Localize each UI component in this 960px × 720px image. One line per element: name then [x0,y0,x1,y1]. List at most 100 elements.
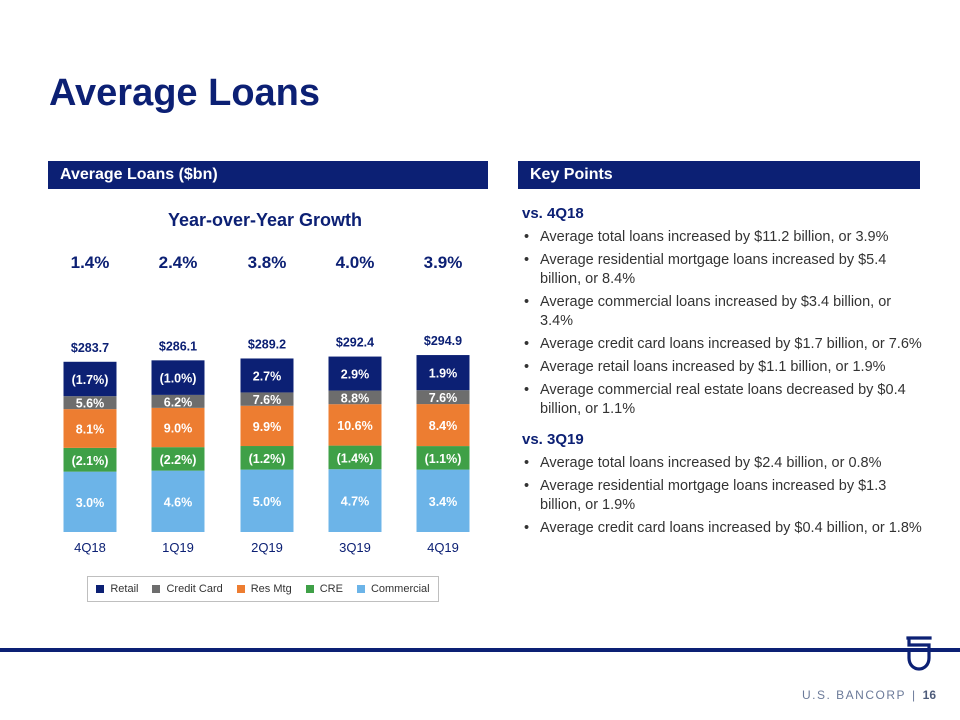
key-point-item: • Average commercial real estate loans de… [522,381,922,419]
legend-label: Credit Card [166,583,223,595]
key-points-section: vs. 3Q19 • Average total loans increased b… [522,431,922,538]
key-points: vs. 4Q18 • Average total loans increased b… [522,205,922,550]
key-point-item: • Average commercial loans increased by $… [522,293,922,331]
bar-segment-credit-card [63,396,117,410]
legend-label: Retail [110,583,139,595]
segment-label: 9.9% [253,420,282,434]
segment-label: 10.6% [337,419,372,433]
key-point-item: • Average residential mortgage loans incr… [522,477,922,515]
key-point-text: Average retail loans increased by $1.1 b… [540,359,886,375]
bar-segment-credit-card [240,392,294,406]
bar-segment-commercial [240,469,294,532]
bullet-icon: • [524,252,530,268]
footer: U.S. BANCORP | 16 [802,688,936,702]
bar-segment-commercial [151,470,205,532]
legend-item: Credit Card [152,583,223,595]
segment-label: 4.7% [341,495,370,509]
key-point-text: Average total loans increased by $2.4 bi… [540,455,882,471]
bullet-icon: • [524,229,530,245]
bar-segment-cre [416,446,470,470]
bar-segment-retail [63,361,117,397]
average-loans-chart: Year-over-Year Growth 1.4% 3.0% (2.1%) 8.1% 5… [63,210,470,555]
key-point-item: • Average credit card loans increased by … [522,335,922,354]
bullet-icon: • [524,520,530,536]
key-point-text: Average residential mortgage loans incre… [540,252,887,287]
bullet-icon: • [524,382,530,398]
segment-label: (2.2%) [160,453,197,467]
legend-swatch [356,585,365,593]
legend-item: Retail [96,583,138,595]
segment-label: 7.6% [253,393,282,407]
key-point-text: Average credit card loans increased by $… [540,336,922,352]
page-title: Average Loans [49,72,321,114]
segment-label: (1.0%) [160,372,197,386]
bar-segment-res-mtg [240,405,294,447]
bar-segment-retail [240,358,294,393]
legend-item: Commercial [356,583,430,595]
footer-company: U.S. BANCORP [802,688,907,702]
key-point-text: Average total loans increased by $11.2 b… [540,229,889,245]
key-point-text: Average commercial loans increased by $3… [540,294,892,329]
legend-swatch [236,585,245,593]
bar-segment-commercial [328,469,382,532]
chart-legend: Retail Credit Card Res Mtg CRE Commercial [87,576,439,602]
key-points-header: Key Points [518,161,920,189]
legend-label: Res Mtg [250,583,292,595]
segment-label: 4.6% [164,495,193,509]
segment-label: 8.4% [429,419,458,433]
segment-label: 3.4% [429,495,458,509]
bar-segment-retail [416,355,470,391]
legend-label: CRE [319,583,343,595]
bar-segment-cre [63,447,117,472]
category-label: 1Q19 [162,540,194,555]
key-points-list: • Average total loans increased by $2.4 b… [522,454,922,538]
segment-label: 8.8% [341,391,370,405]
legend-item: CRE [305,583,343,595]
segment-label: 7.6% [429,391,458,405]
key-points-section: vs. 4Q18 • Average total loans increased b… [522,205,922,419]
legend-swatch [152,585,161,593]
bar-segment-cre [328,445,382,470]
legend-swatch [96,585,105,593]
total-label: $292.4 [336,336,374,350]
segment-label: 1.9% [429,367,458,381]
bar-segment-retail [151,360,205,395]
bullet-icon: • [524,294,530,310]
footer-separator: | [912,688,917,702]
key-point-text: Average residential mortgage loans incre… [540,478,887,513]
bar-segment-cre [151,447,205,471]
segment-label: (2.1%) [72,454,109,468]
segment-label: 5.6% [76,397,105,411]
total-label: $286.1 [159,339,197,353]
total-label: $283.7 [71,341,109,355]
key-points-heading: vs. 3Q19 [522,431,584,448]
category-label: 3Q19 [339,540,371,555]
bar-segment-res-mtg [151,407,205,448]
bar-segment-credit-card [328,390,382,405]
segment-label: 8.1% [76,423,105,437]
bar-segment-commercial [63,471,117,532]
key-point-item: • Average total loans increased by $11.2 … [522,228,922,247]
segment-label: 3.0% [76,496,105,510]
total-label: $294.9 [424,334,462,348]
bar-segment-cre [240,446,294,470]
growth-label: 1.4% [71,253,110,272]
segment-label: 2.9% [341,368,370,382]
key-point-item: • Average retail loans increased by $1.1 … [522,358,922,377]
key-point-text: Average commercial real estate loans dec… [540,382,906,417]
segment-label: (1.4%) [337,451,374,465]
legend-item: Res Mtg [236,583,292,595]
segment-label: 6.2% [164,395,193,409]
usbancorp-shield-icon [906,636,932,671]
bullet-icon: • [524,336,530,352]
key-point-text: Average credit card loans increased by $… [540,520,922,536]
key-point-item: • Average total loans increased by $2.4 b… [522,454,922,473]
bar-segment-retail [328,356,382,391]
key-points-heading: vs. 4Q18 [522,205,584,222]
growth-label: 4.0% [336,253,375,272]
key-point-item: • Average credit card loans increased by … [522,519,922,538]
bar-segment-credit-card [416,390,470,405]
bullet-icon: • [524,359,530,375]
segment-label: (1.2%) [249,452,286,466]
segment-label: (1.7%) [72,373,109,387]
